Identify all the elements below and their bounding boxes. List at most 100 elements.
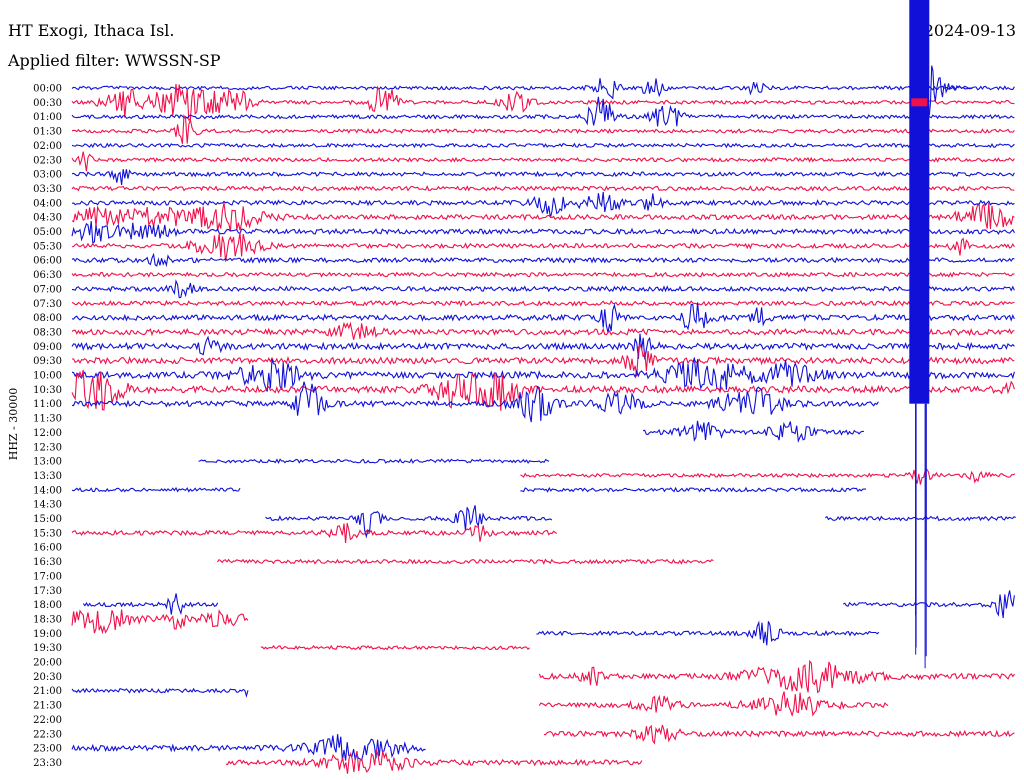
time-label-1430: 14:30 (33, 500, 62, 511)
time-label-1500: 15:00 (33, 514, 62, 525)
trace-0230-seg0 (71, 151, 1015, 172)
trace-1030-seg0 (71, 369, 1015, 411)
time-label-0500: 05:00 (33, 227, 62, 238)
trace-0500-seg0 (71, 220, 1015, 244)
time-label-1700: 17:00 (33, 571, 62, 582)
trace-0930-seg0 (71, 344, 1015, 377)
trace-1200-seg0 (642, 420, 864, 443)
trace-0600-seg0 (71, 252, 1015, 268)
time-label-0830: 08:30 (33, 327, 62, 338)
trace-1100-seg0 (71, 381, 879, 423)
trace-lines (71, 78, 1016, 774)
time-label-1330: 13:30 (33, 471, 62, 482)
time-label-0330: 03:30 (33, 184, 62, 195)
time-tick-labels: 00:00 00:30 01:00 01:30 02:00 02:30 03:00 03:30… (33, 84, 62, 769)
trace-2330-seg0 (225, 749, 643, 774)
time-label-2300: 23:00 (33, 744, 62, 755)
y-axis-label: HHZ - 30000 (7, 388, 20, 461)
time-label-0600: 06:00 (33, 256, 62, 267)
time-label-0700: 07:00 (33, 284, 62, 295)
time-label-2030: 20:30 (33, 672, 62, 683)
trace-1800-seg1 (842, 590, 1015, 619)
trace-0100-seg0 (71, 96, 1015, 127)
time-label-0730: 07:30 (33, 299, 62, 310)
trace-2230-seg0 (544, 724, 1015, 745)
time-label-2200: 22:00 (33, 715, 62, 726)
time-label-0930: 09:30 (33, 356, 62, 367)
time-label-2000: 20:00 (33, 658, 62, 669)
trace-1400-seg0 (71, 486, 241, 493)
time-label-1130: 11:30 (33, 414, 62, 425)
trace-2030-seg0 (538, 659, 1015, 694)
station-title: HT Exogi, Ithaca Isl. (8, 21, 175, 40)
trace-1330-seg0 (520, 468, 1016, 485)
trace-0630-seg0 (71, 271, 1015, 278)
trace-0030-seg0 (71, 83, 1015, 121)
time-label-1000: 10:00 (33, 371, 62, 382)
time-label-1630: 16:30 (33, 557, 62, 568)
time-label-2100: 21:00 (33, 686, 62, 697)
trace-1830-seg0 (71, 609, 249, 635)
time-label-0230: 02:30 (33, 155, 62, 166)
trace-2100-seg0 (71, 687, 249, 698)
trace-1800-seg0 (82, 593, 219, 616)
time-label-2130: 21:30 (33, 701, 62, 712)
trace-0330-seg0 (71, 185, 1015, 192)
time-label-1900: 19:00 (33, 629, 62, 640)
trace-1900-seg0 (536, 620, 880, 646)
trace-0730-seg0 (71, 299, 1015, 307)
trace-1000-seg0 (71, 357, 1015, 392)
time-label-1930: 19:30 (33, 643, 62, 654)
time-label-1830: 18:30 (33, 614, 62, 625)
event-red-crossing (911, 98, 928, 107)
time-label-1230: 12:30 (33, 442, 62, 453)
trace-0830-seg0 (71, 321, 1015, 340)
time-label-1300: 13:00 (33, 457, 62, 468)
time-label-1530: 15:30 (33, 528, 62, 539)
event-saturation-band (909, 0, 930, 404)
trace-1930-seg0 (260, 644, 530, 651)
time-label-2230: 22:30 (33, 729, 62, 740)
time-label-0030: 00:30 (33, 98, 62, 109)
time-label-1800: 18:00 (33, 600, 62, 611)
time-label-0300: 03:00 (33, 170, 62, 181)
trace-0800-seg0 (71, 302, 1015, 333)
trace-0200-seg0 (71, 142, 1015, 149)
trace-2130-seg0 (538, 691, 889, 718)
time-label-0630: 06:30 (33, 270, 62, 281)
trace-1630-seg0 (216, 558, 714, 565)
event-coda (928, 65, 973, 116)
time-label-0200: 02:00 (33, 141, 62, 152)
trace-0900-seg0 (71, 333, 1015, 360)
time-label-0400: 04:00 (33, 198, 62, 209)
trace-2300-seg0 (71, 734, 426, 762)
trace-1530-seg0 (71, 522, 558, 543)
earthquake-event (909, 0, 973, 669)
trace-0400-seg0 (71, 191, 1015, 218)
time-label-1200: 12:00 (33, 428, 62, 439)
trace-0530-seg0 (71, 232, 1015, 262)
time-label-0100: 01:00 (33, 112, 62, 123)
time-label-0000: 00:00 (33, 84, 62, 95)
trace-0000-seg0 (71, 78, 1015, 100)
trace-1300-seg0 (198, 458, 550, 464)
time-label-0130: 01:30 (33, 127, 62, 138)
time-label-0530: 05:30 (33, 241, 62, 252)
time-label-0800: 08:00 (33, 313, 62, 324)
time-label-1400: 14:00 (33, 485, 62, 496)
trace-0700-seg0 (72, 279, 1015, 299)
trace-1500-seg0 (265, 505, 553, 539)
trace-0430-seg0 (71, 202, 1015, 232)
trace-1400-seg1 (520, 486, 866, 493)
filter-label: Applied filter: WWSSN-SP (7, 51, 221, 70)
trace-0300-seg0 (71, 169, 1015, 185)
time-label-0900: 09:00 (33, 342, 62, 353)
time-label-1100: 11:00 (33, 399, 62, 410)
trace-1500-seg1 (825, 515, 1016, 522)
trace-0130-seg0 (71, 113, 1015, 144)
time-label-1600: 16:00 (33, 543, 62, 554)
time-label-1730: 17:30 (33, 586, 62, 597)
time-label-0430: 04:30 (33, 213, 62, 224)
date-label: 2024-09-13 (924, 21, 1016, 40)
